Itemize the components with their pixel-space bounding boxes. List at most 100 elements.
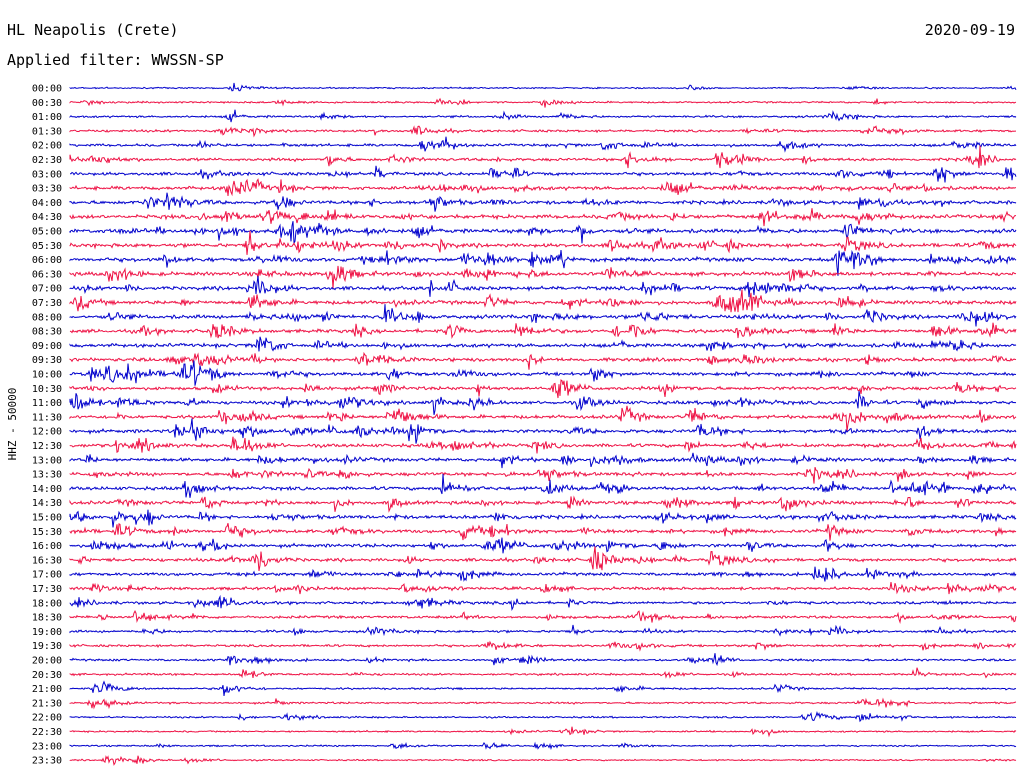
trace-1100: [69, 391, 1017, 416]
time-label-1130: 11:30: [32, 412, 62, 423]
trace-1800: [69, 594, 1017, 612]
trace-1500: [69, 509, 1017, 528]
time-label-0000: 00:00: [32, 84, 62, 95]
time-label-1200: 12:00: [32, 427, 62, 438]
trace-0800: [69, 304, 1017, 327]
trace-0730: [69, 289, 1017, 313]
time-label-0430: 04:30: [32, 212, 62, 223]
time-label-0630: 06:30: [32, 269, 62, 280]
time-label-0130: 01:30: [32, 126, 62, 137]
trace-0030: [69, 97, 1017, 108]
time-label-0030: 00:30: [32, 98, 62, 109]
trace-1230: [69, 436, 1017, 454]
time-label-2230: 22:30: [32, 727, 62, 738]
trace-1630: [69, 546, 1017, 571]
time-label-1730: 17:30: [32, 584, 62, 595]
trace-2300: [69, 741, 1017, 751]
trace-0230: [69, 145, 1017, 169]
trace-1300: [69, 452, 1017, 469]
trace-0100: [69, 109, 1017, 123]
trace-0900: [69, 336, 1017, 352]
trace-1430: [69, 495, 1017, 513]
trace-0530: [69, 230, 1017, 255]
trace-1700: [69, 566, 1017, 582]
trace-2100: [69, 680, 1017, 696]
trace-1830: [69, 609, 1017, 625]
time-label-0500: 05:00: [32, 227, 62, 238]
trace-1200: [69, 418, 1017, 444]
time-label-0930: 09:30: [32, 355, 62, 366]
time-label-0330: 03:30: [32, 184, 62, 195]
date-label: 2020-09-19: [924, 21, 1015, 39]
trace-0400: [69, 192, 1017, 212]
time-label-1830: 18:30: [32, 613, 62, 624]
trace-0200: [69, 136, 1017, 153]
time-label-1230: 12:30: [32, 441, 62, 452]
trace-lines: [69, 82, 1017, 766]
time-label-0200: 02:00: [32, 141, 62, 152]
time-label-0600: 06:00: [32, 255, 62, 266]
time-label-0730: 07:30: [32, 298, 62, 309]
time-tick-labels: 00:00 00:30 01:00 01:30 02:00 02:30 03:00 03:30…: [32, 84, 62, 767]
time-label-0230: 02:30: [32, 155, 62, 166]
trace-1530: [69, 523, 1017, 541]
time-label-1030: 10:30: [32, 384, 62, 395]
time-label-1600: 16:00: [32, 541, 62, 552]
y-axis-label: HHZ - 50000: [6, 388, 19, 461]
trace-2200: [69, 710, 1017, 723]
trace-0830: [69, 322, 1017, 339]
time-label-1100: 11:00: [32, 398, 62, 409]
time-label-0830: 08:30: [32, 327, 62, 338]
time-label-2130: 21:30: [32, 698, 62, 709]
time-label-1500: 15:00: [32, 513, 62, 524]
time-label-1530: 15:30: [32, 527, 62, 538]
trace-2330: [69, 755, 1017, 766]
trace-2030: [69, 667, 1017, 679]
time-label-0300: 03:00: [32, 169, 62, 180]
trace-1730: [69, 582, 1017, 595]
time-label-2330: 23:30: [32, 756, 62, 767]
trace-0130: [69, 125, 1016, 138]
trace-2130: [69, 697, 1017, 710]
time-label-1400: 14:00: [32, 484, 62, 495]
time-label-0800: 08:00: [32, 312, 62, 323]
time-label-2300: 23:00: [32, 741, 62, 752]
trace-1030: [69, 379, 1017, 399]
time-label-2100: 21:00: [32, 684, 62, 695]
time-label-1330: 13:30: [32, 470, 62, 481]
time-label-0900: 09:00: [32, 341, 62, 352]
trace-0700: [69, 275, 1017, 298]
trace-2230: [69, 726, 1017, 738]
time-label-1930: 19:30: [32, 641, 62, 652]
time-label-2200: 22:00: [32, 713, 62, 724]
trace-1330: [69, 466, 1017, 484]
time-label-1430: 14:30: [32, 498, 62, 509]
trace-1130: [69, 405, 1017, 432]
station-title: HL Neapolis (Crete): [7, 21, 179, 39]
filter-label: Applied filter: WWSSN-SP: [7, 51, 224, 69]
time-label-1700: 17:00: [32, 570, 62, 581]
trace-1900: [69, 624, 1017, 637]
time-label-2000: 20:00: [32, 656, 62, 667]
trace-0930: [69, 351, 1017, 370]
time-label-1800: 18:00: [32, 598, 62, 609]
trace-1930: [69, 640, 1017, 652]
trace-0600: [69, 249, 1017, 276]
trace-0630: [69, 265, 1017, 289]
time-label-1630: 16:30: [32, 555, 62, 566]
trace-0000: [69, 82, 1017, 92]
trace-2000: [69, 653, 1017, 667]
trace-1000: [69, 360, 1017, 386]
trace-0300: [70, 165, 1017, 183]
time-label-1900: 19:00: [32, 627, 62, 638]
trace-0330: [69, 178, 1017, 197]
trace-0500: [69, 221, 1017, 245]
time-label-1000: 10:00: [32, 370, 62, 381]
trace-1400: [69, 473, 1017, 498]
time-label-0530: 05:30: [32, 241, 62, 252]
time-label-0700: 07:00: [32, 284, 62, 295]
trace-0430: [69, 208, 1017, 227]
time-label-0100: 01:00: [32, 112, 62, 123]
time-label-1300: 13:00: [32, 455, 62, 466]
